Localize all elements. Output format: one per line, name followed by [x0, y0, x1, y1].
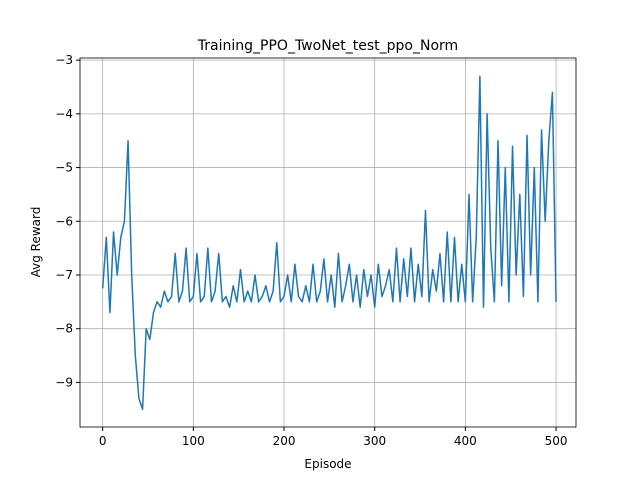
y-tick-label: −7: [55, 268, 73, 282]
x-tick-label: 0: [99, 434, 107, 448]
x-tick-label: 400: [454, 434, 477, 448]
y-tick-label: −3: [55, 53, 73, 67]
chart-title: Training_PPO_TwoNet_test_ppo_Norm: [197, 38, 458, 54]
x-tick-label: 100: [182, 434, 205, 448]
x-tick-label: 500: [545, 434, 568, 448]
data-line: [101, 75, 557, 411]
y-tick-label: −6: [55, 214, 73, 228]
x-tick-label: 200: [273, 434, 296, 448]
y-tick-label: −9: [55, 375, 73, 389]
y-tick-label: −8: [55, 322, 73, 336]
x-axis-label: Episode: [304, 457, 351, 471]
y-tick-label: −4: [55, 107, 73, 121]
x-tick-label: 300: [363, 434, 386, 448]
y-axis-label: Avg Reward: [29, 207, 43, 278]
y-tick-label: −5: [55, 161, 73, 175]
plot-frame: [79, 57, 577, 428]
